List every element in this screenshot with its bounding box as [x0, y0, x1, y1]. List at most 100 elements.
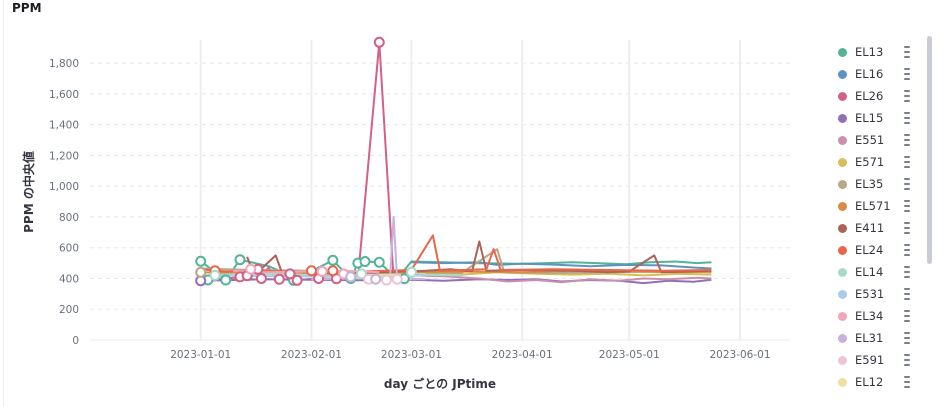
data-point-el13 [327, 254, 339, 266]
data-point-el26 [373, 36, 385, 48]
chart-legend: EL13 EL16 EL26 EL15 E551 E571 EL35 EL571 E411 EL2… [832, 41, 922, 399]
legend-swatch-icon [838, 377, 847, 387]
panel-border [0, 0, 4, 407]
legend-label: EL34 [855, 309, 884, 323]
legend-item-menu-icon[interactable] [904, 200, 910, 212]
y-tick-label: 1,400 [49, 120, 79, 132]
y-tick-label: 1,800 [49, 58, 79, 70]
x-tick-label: 2023-03-01 [381, 349, 442, 361]
x-axis-ticks: 2023-01-01 2023-02-01 2023-03-01 2023-04-01… [170, 349, 770, 361]
legend-label: EL14 [855, 265, 884, 279]
legend-label: EL16 [855, 67, 884, 81]
data-point-e591 [380, 274, 392, 286]
y-tick-label: 200 [59, 304, 79, 316]
legend-item[interactable]: E591 [832, 349, 922, 371]
data-point-el14 [405, 266, 417, 278]
legend-label: EL31 [855, 331, 884, 345]
legend-item[interactable]: E551 [832, 129, 922, 151]
series-line-e551 [411, 274, 712, 284]
legend-item-menu-icon[interactable] [904, 46, 910, 58]
legend-item-menu-icon[interactable] [904, 112, 910, 124]
legend-item[interactable]: EL13 [832, 41, 922, 63]
legend-label: E551 [855, 133, 885, 147]
data-point-el26 [273, 273, 285, 285]
legend-item[interactable]: EL12 [832, 371, 922, 393]
x-tick-label: 2023-05-01 [599, 349, 660, 361]
legend-item[interactable]: EL35 [832, 173, 922, 195]
legend-swatch-icon [838, 179, 847, 189]
chart-grid [90, 40, 790, 341]
legend-swatch-icon [838, 69, 847, 79]
series-line-e571 [425, 271, 712, 277]
data-point-el13 [220, 274, 232, 286]
data-point-el24 [305, 265, 317, 277]
y-tick-label: 0 [72, 335, 79, 347]
data-point-el24 [327, 265, 339, 277]
legend-swatch-icon [838, 311, 847, 321]
legend-item-menu-icon[interactable] [904, 156, 910, 168]
y-tick-label: 1,600 [49, 89, 79, 101]
legend-item[interactable]: EL16 [832, 63, 922, 85]
legend-scrollbar[interactable] [927, 36, 932, 264]
data-point-el14 [355, 268, 367, 280]
legend-label: EL35 [855, 177, 884, 191]
legend-label: EL15 [855, 111, 884, 125]
legend-item[interactable]: EL31 [832, 327, 922, 349]
legend-label: EL12 [855, 375, 884, 389]
legend-swatch-icon [838, 223, 847, 233]
legend-swatch-icon [838, 267, 847, 277]
legend-item[interactable]: EL34 [832, 305, 922, 327]
legend-item-menu-icon[interactable] [904, 178, 910, 190]
data-point-el31 [345, 271, 357, 283]
legend-item-menu-icon[interactable] [904, 332, 910, 344]
x-tick-label: 2023-01-01 [170, 349, 231, 361]
chart-series [200, 41, 712, 285]
legend-swatch-icon [838, 113, 847, 123]
legend-item-menu-icon[interactable] [904, 376, 910, 388]
legend-item[interactable]: E531 [832, 283, 922, 305]
series-line-e411 [246, 240, 712, 277]
y-tick-label: 800 [59, 212, 79, 224]
legend-swatch-icon [838, 289, 847, 299]
y-axis-ticks: 0 200 400 600 800 1,000 1,200 1,400 1,600 1,800 [49, 58, 79, 347]
legend-item[interactable]: EL571 [832, 195, 922, 217]
legend-item[interactable]: EL24 [832, 239, 922, 261]
legend-item-menu-icon[interactable] [904, 310, 910, 322]
legend-swatch-icon [838, 245, 847, 255]
series-line-el26 [200, 41, 395, 282]
legend-label: E411 [855, 221, 885, 235]
legend-item[interactable]: E571 [832, 151, 922, 173]
data-point-el31 [370, 273, 382, 285]
legend-swatch-icon [838, 157, 847, 167]
legend-item-menu-icon[interactable] [904, 244, 910, 256]
legend-label: EL24 [855, 243, 884, 257]
legend-item-menu-icon[interactable] [904, 222, 910, 234]
legend-swatch-icon [838, 91, 847, 101]
legend-swatch-icon [838, 135, 847, 145]
legend-item-menu-icon[interactable] [904, 68, 910, 80]
legend-item[interactable]: EL14 [832, 261, 922, 283]
y-axis-label: PPM の中央値 [21, 151, 36, 233]
legend-item[interactable]: EL15 [832, 107, 922, 129]
legend-item-menu-icon[interactable] [904, 354, 910, 366]
legend-item-menu-icon[interactable] [904, 288, 910, 300]
legend-label: EL571 [855, 199, 891, 213]
chart-points [195, 36, 417, 287]
data-point-el26 [255, 272, 267, 284]
y-tick-label: 1,200 [49, 150, 79, 162]
legend-item-menu-icon[interactable] [904, 134, 910, 146]
legend-item-menu-icon[interactable] [904, 90, 910, 102]
legend-item[interactable]: E411 [832, 217, 922, 239]
series-line-el16 [411, 261, 712, 270]
y-tick-label: 400 [59, 273, 79, 285]
legend-label: E591 [855, 353, 885, 367]
panel-title: PPM [12, 1, 42, 15]
legend-item-menu-icon[interactable] [904, 266, 910, 278]
y-tick-label: 600 [59, 243, 79, 255]
data-point-el13 [234, 254, 246, 266]
x-tick-label: 2023-02-01 [281, 349, 342, 361]
legend-item[interactable]: EL26 [832, 85, 922, 107]
chart: 0 200 400 600 800 1,000 1,200 1,400 1,600 1,800 2… [21, 36, 790, 391]
legend-swatch-icon [838, 355, 847, 365]
legend-label: E571 [855, 155, 885, 169]
